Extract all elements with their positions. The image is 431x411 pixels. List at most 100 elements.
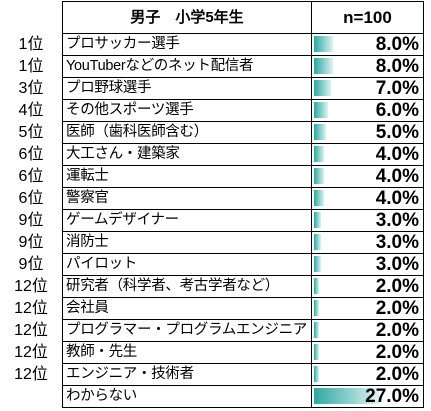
value-cell: 3.0% [312, 254, 424, 276]
rank-label [0, 386, 62, 408]
value-label: 4.0% [375, 166, 419, 187]
value-cell: 2.0% [312, 342, 424, 364]
data-bar [314, 278, 319, 294]
category-label: YouTuberなどのネット配信者 [62, 56, 312, 78]
table-row: 6位 運転士 4.0% [0, 166, 424, 188]
category-label: エンジニア・技術者 [62, 364, 312, 386]
value-cell: 3.0% [312, 210, 424, 232]
value-label: 27.0% [365, 386, 419, 407]
rank-label: 4位 [18, 102, 44, 119]
category-label: 会社員 [62, 298, 312, 320]
value-cell: 2.0% [312, 276, 424, 298]
data-bar [314, 300, 319, 316]
rank-label: 9位 [18, 234, 44, 251]
table-row: 1位 YouTuberなどのネット配信者 8.0% [0, 56, 424, 78]
rank-label: 3位 [18, 80, 44, 97]
data-bar [314, 256, 322, 272]
table-row: 12位 エンジニア・技術者 2.0% [0, 364, 424, 386]
value-cell: 5.0% [312, 122, 424, 144]
category-label: 消防士 [62, 232, 312, 254]
data-bar [314, 234, 322, 250]
data-bar [314, 36, 334, 52]
value-label: 2.0% [375, 298, 419, 319]
data-bar [314, 80, 331, 96]
value-label: 8.0% [375, 34, 419, 55]
table-row: 12位 会社員 2.0% [0, 298, 424, 320]
value-label: 4.0% [375, 188, 419, 209]
table-row: 9位 消防士 3.0% [0, 232, 424, 254]
value-cell: 8.0% [312, 56, 424, 78]
table-row: 9位 パイロット 3.0% [0, 254, 424, 276]
category-label: 運転士 [62, 166, 312, 188]
value-label: 2.0% [375, 342, 419, 363]
table-row: 1位 プロサッカー選手 8.0% [0, 34, 424, 56]
category-label: 医師（歯科医師含む） [62, 122, 312, 144]
rank-label: 6位 [18, 168, 44, 185]
category-label: 教師・先生 [62, 342, 312, 364]
data-bar [314, 366, 319, 382]
table-row: 12位 研究者（科学者、考古学者など） 2.0% [0, 276, 424, 298]
table-row: わからない 27.0% [0, 386, 424, 408]
data-bar [314, 58, 334, 74]
value-label: 6.0% [375, 100, 419, 121]
value-label: 2.0% [375, 320, 419, 341]
table-row: 12位 教師・先生 2.0% [0, 342, 424, 364]
value-cell: 2.0% [312, 364, 424, 386]
rank-label: 9位 [18, 212, 44, 229]
data-bar [314, 322, 319, 338]
value-cell: 4.0% [312, 166, 424, 188]
value-label: 3.0% [375, 232, 419, 253]
table-row: 4位 その他スポーツ選手 6.0% [0, 100, 424, 122]
category-label: プログラマー・プログラムエンジニア [62, 320, 312, 342]
category-label: 研究者（科学者、考古学者など） [62, 276, 312, 298]
table-row: 3位 プロ野球選手 7.0% [0, 78, 424, 100]
data-bar [314, 102, 329, 118]
category-label: プロサッカー選手 [62, 34, 312, 56]
data-bar [314, 168, 324, 184]
value-cell: 27.0% [312, 386, 424, 408]
category-label: その他スポーツ選手 [62, 100, 312, 122]
value-label: 2.0% [375, 276, 419, 297]
rank-label: 9位 [18, 256, 44, 273]
rank-label: 12位 [14, 278, 48, 295]
category-label: ゲームデザイナー [62, 210, 312, 232]
header-label: 男子 小学5年生 [62, 1, 312, 34]
table-row: 5位 医師（歯科医師含む） 5.0% [0, 122, 424, 144]
value-cell: 4.0% [312, 188, 424, 210]
table-row: 12位 プログラマー・プログラムエンジニア 2.0% [0, 320, 424, 342]
rank-label: 12位 [14, 366, 48, 383]
data-bar [314, 190, 324, 206]
rank-label: 1位 [18, 58, 44, 75]
category-label: わからない [62, 386, 312, 408]
rank-label: 6位 [18, 146, 44, 163]
data-bar [314, 344, 319, 360]
table-row: 6位 大工さん・建築家 4.0% [0, 144, 424, 166]
rank-label: 12位 [14, 322, 48, 339]
category-label: 大工さん・建築家 [62, 144, 312, 166]
table-row: 6位 警察官 4.0% [0, 188, 424, 210]
data-bar [314, 146, 324, 162]
rank-label: 5位 [18, 124, 44, 141]
value-cell: 6.0% [312, 100, 424, 122]
value-label: 5.0% [375, 122, 419, 143]
ranking-table: 男子 小学5年生 n=100 1位 プロサッカー選手 8.0% 1位 YouTuberな… [0, 1, 424, 408]
header-rank-spacer [0, 1, 62, 34]
value-cell: 8.0% [312, 34, 424, 56]
category-label: パイロット [62, 254, 312, 276]
category-label: プロ野球選手 [62, 78, 312, 100]
data-bar [314, 124, 326, 140]
value-cell: 7.0% [312, 78, 424, 100]
rank-label: 12位 [14, 344, 48, 361]
value-label: 4.0% [375, 144, 419, 165]
category-label: 警察官 [62, 188, 312, 210]
value-cell: 2.0% [312, 320, 424, 342]
value-label: 3.0% [375, 210, 419, 231]
rank-label: 1位 [18, 36, 44, 53]
value-cell: 4.0% [312, 144, 424, 166]
value-label: 7.0% [375, 78, 419, 99]
table-row: 9位 ゲームデザイナー 3.0% [0, 210, 424, 232]
value-cell: 2.0% [312, 298, 424, 320]
table-body: 1位 プロサッカー選手 8.0% 1位 YouTuberなどのネット配信者 8.0% 3位プ… [0, 34, 424, 408]
data-bar [314, 388, 379, 404]
